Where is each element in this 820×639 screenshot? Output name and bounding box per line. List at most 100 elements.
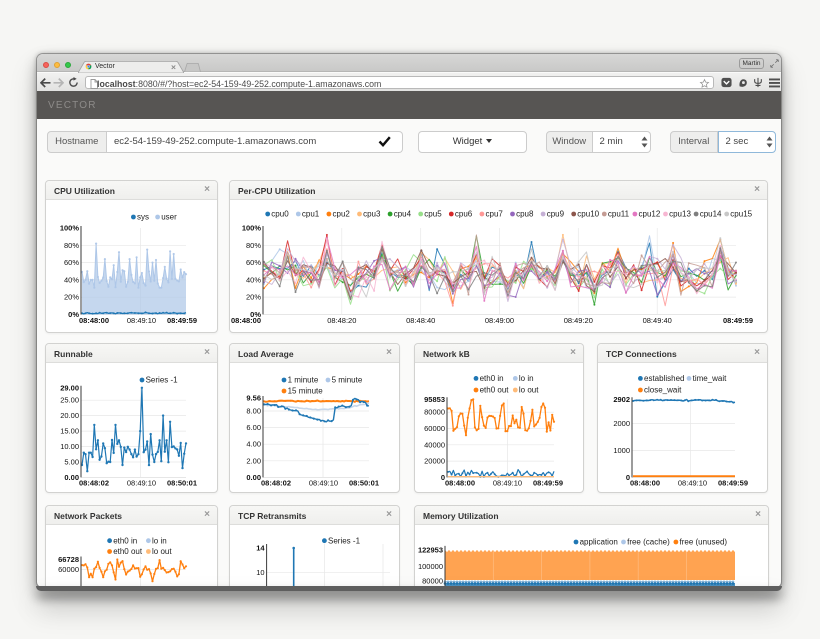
svg-text:sys: sys [137, 213, 149, 222]
svg-text:08:49:10: 08:49:10 [309, 479, 338, 488]
svg-text:cpu2: cpu2 [333, 210, 351, 219]
svg-text:5 minute: 5 minute [332, 376, 363, 385]
svg-text:lo in: lo in [152, 536, 167, 545]
svg-text:08:49:59: 08:49:59 [167, 316, 197, 325]
svg-text:08:49:10: 08:49:10 [493, 479, 522, 488]
svg-text:80%: 80% [246, 241, 261, 250]
svg-text:1 minute: 1 minute [288, 376, 319, 385]
svg-text:cpu14: cpu14 [700, 210, 722, 219]
svg-text:08:48:00: 08:48:00 [79, 316, 109, 325]
svg-text:0%: 0% [250, 310, 261, 319]
svg-text:40%: 40% [64, 275, 79, 284]
svg-text:cpu0: cpu0 [271, 210, 289, 219]
svg-text:eth0 in: eth0 in [480, 374, 504, 383]
svg-text:9.56: 9.56 [246, 394, 261, 403]
svg-text:2902: 2902 [613, 395, 630, 404]
svg-text:40%: 40% [246, 275, 261, 284]
svg-text:08:49:20: 08:49:20 [564, 316, 593, 325]
svg-text:08:48:00: 08:48:00 [630, 479, 660, 488]
svg-text:4.00: 4.00 [246, 440, 261, 449]
svg-text:free (unused): free (unused) [680, 538, 728, 547]
svg-text:0.00: 0.00 [246, 473, 261, 482]
svg-text:15 minute: 15 minute [288, 387, 324, 396]
svg-text:08:49:40: 08:49:40 [643, 316, 672, 325]
svg-text:cpu3: cpu3 [363, 210, 381, 219]
svg-text:100%: 100% [242, 224, 262, 233]
svg-text:08:50:01: 08:50:01 [167, 479, 197, 488]
svg-text:2.00: 2.00 [246, 456, 261, 465]
svg-text:cpu10: cpu10 [577, 210, 599, 219]
svg-text:80000: 80000 [422, 577, 443, 586]
svg-text:14: 14 [256, 544, 265, 553]
svg-text:29.00: 29.00 [60, 383, 79, 392]
svg-text:08:49:10: 08:49:10 [127, 479, 156, 488]
svg-text:5.00: 5.00 [64, 458, 79, 467]
svg-text:cpu13: cpu13 [669, 210, 691, 219]
svg-text:08:48:20: 08:48:20 [327, 316, 356, 325]
svg-text:cpu8: cpu8 [516, 210, 534, 219]
svg-text:80000: 80000 [424, 408, 445, 417]
svg-text:66728: 66728 [58, 555, 79, 564]
svg-text:20%: 20% [246, 293, 261, 302]
svg-text:0.00: 0.00 [64, 473, 79, 482]
svg-text:free (cache): free (cache) [627, 538, 670, 547]
svg-text:close_wait: close_wait [644, 386, 682, 395]
svg-text:cpu15: cpu15 [730, 210, 752, 219]
svg-text:60%: 60% [64, 258, 79, 267]
svg-text:cpu12: cpu12 [639, 210, 661, 219]
svg-text:08:49:10: 08:49:10 [127, 316, 156, 325]
svg-text:established: established [644, 374, 684, 383]
svg-text:cpu6: cpu6 [455, 210, 473, 219]
svg-text:eth0 in: eth0 in [113, 536, 137, 545]
svg-text:2000: 2000 [613, 419, 630, 428]
svg-text:08:48:00: 08:48:00 [445, 479, 475, 488]
svg-text:08:49:59: 08:49:59 [723, 316, 753, 325]
svg-text:10.00: 10.00 [60, 442, 79, 451]
svg-text:cpu5: cpu5 [424, 210, 442, 219]
svg-text:cpu11: cpu11 [608, 210, 630, 219]
svg-text:08:48:40: 08:48:40 [406, 316, 435, 325]
svg-text:0: 0 [626, 473, 630, 482]
svg-text:application: application [580, 538, 618, 547]
svg-text:cpu1: cpu1 [302, 210, 320, 219]
svg-text:15.00: 15.00 [60, 427, 79, 436]
svg-text:08:49:00: 08:49:00 [485, 316, 514, 325]
svg-text:80%: 80% [64, 241, 79, 250]
svg-text:08:48:02: 08:48:02 [261, 479, 291, 488]
svg-text:08:49:10: 08:49:10 [678, 479, 707, 488]
svg-text:20%: 20% [64, 293, 79, 302]
svg-text:95853: 95853 [424, 395, 445, 404]
svg-text:08:48:02: 08:48:02 [79, 479, 109, 488]
svg-text:100000: 100000 [418, 562, 443, 571]
svg-text:0: 0 [441, 473, 445, 482]
svg-text:6.00: 6.00 [246, 423, 261, 432]
svg-text:20000: 20000 [424, 457, 445, 466]
svg-text:8.00: 8.00 [246, 407, 261, 416]
svg-text:lo out: lo out [152, 547, 172, 556]
svg-text:08:48:00: 08:48:00 [231, 316, 261, 325]
svg-text:eth0 out: eth0 out [113, 547, 143, 556]
svg-text:122953: 122953 [418, 545, 443, 554]
svg-text:cpu7: cpu7 [486, 210, 504, 219]
svg-text:60%: 60% [246, 258, 261, 267]
svg-text:100%: 100% [60, 224, 80, 233]
svg-text:60000: 60000 [58, 565, 79, 574]
svg-text:user: user [161, 213, 177, 222]
svg-text:20.00: 20.00 [60, 411, 79, 420]
svg-text:08:50:01: 08:50:01 [349, 479, 379, 488]
svg-text:Series -1: Series -1 [328, 536, 361, 545]
svg-text:08:49:59: 08:49:59 [718, 479, 748, 488]
svg-text:0%: 0% [68, 310, 79, 319]
svg-text:08:49:59: 08:49:59 [533, 479, 563, 488]
svg-text:eth0 out: eth0 out [480, 386, 510, 395]
svg-text:cpu9: cpu9 [547, 210, 565, 219]
svg-text:Series -1: Series -1 [146, 376, 179, 385]
svg-text:10: 10 [256, 568, 264, 577]
svg-text:60000: 60000 [424, 424, 445, 433]
svg-text:time_wait: time_wait [693, 374, 728, 383]
svg-text:1000: 1000 [613, 446, 630, 455]
svg-text:cpu4: cpu4 [394, 210, 412, 219]
svg-text:25.00: 25.00 [60, 396, 79, 405]
svg-text:lo in: lo in [519, 374, 534, 383]
svg-text:40000: 40000 [424, 440, 445, 449]
